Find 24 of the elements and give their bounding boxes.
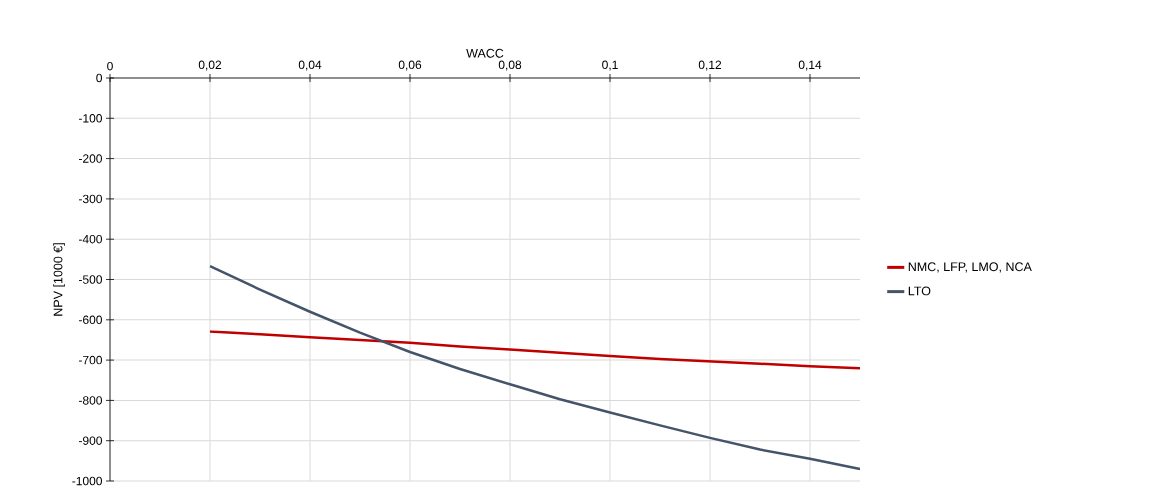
y-tick-label: -1000 — [72, 476, 102, 486]
y-tick-label: -400 — [78, 234, 102, 244]
y-tick-label: -100 — [78, 114, 102, 123]
legend-label: NMC, LFP, LMO, NCA — [908, 262, 1032, 273]
x-tick-label: 0,04 — [298, 60, 322, 71]
x-tick-label: 0,14 — [798, 60, 822, 71]
y-tick-label: -500 — [78, 275, 102, 284]
y-tick-label: -800 — [78, 396, 102, 405]
x-tick-label: 0,02 — [198, 60, 222, 71]
line-series — [208, 264, 861, 471]
y-tick-label: -700 — [78, 355, 102, 365]
y-tick-label: -300 — [78, 194, 102, 204]
y-tick-label: -900 — [78, 436, 102, 445]
x-tick-label: 0,1 — [602, 60, 618, 71]
x-axis-title: WACC — [466, 48, 504, 58]
x-tick-label: 0,06 — [398, 60, 422, 71]
y-axis-title: NPV [1000 €] — [53, 243, 65, 316]
x-tick-label: 0 — [107, 61, 113, 71]
x-tick-label: 0,12 — [698, 60, 722, 71]
legend-label: LTO — [908, 286, 931, 296]
x-tick-label: 0,08 — [498, 60, 522, 71]
y-tick-label: 0 — [96, 73, 102, 83]
y-tick-label: -200 — [78, 154, 102, 163]
y-tick-label: -600 — [78, 315, 102, 325]
